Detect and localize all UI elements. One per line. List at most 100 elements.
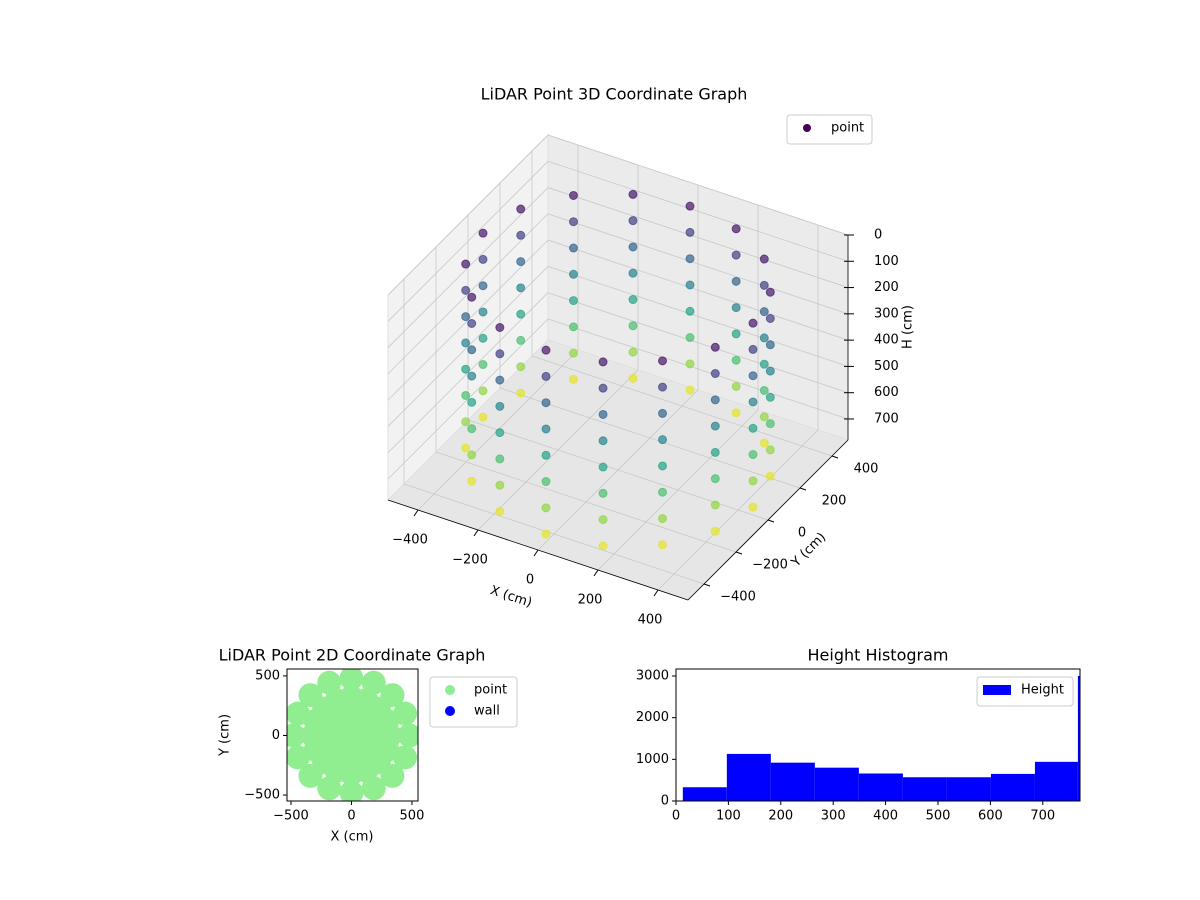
point: [765, 314, 775, 324]
y-tick-label: 2000: [636, 710, 669, 725]
x-axis-label: X (cm): [331, 830, 374, 845]
point: [765, 419, 775, 429]
point: [598, 357, 608, 367]
point: [397, 723, 418, 748]
point: [478, 333, 488, 343]
grid-line: [387, 160, 549, 322]
bar: [858, 773, 903, 801]
legend-marker: [983, 685, 1011, 695]
grid-line: [547, 213, 849, 315]
point: [759, 438, 769, 448]
grid-line: [531, 355, 833, 457]
x-tick-label: 0: [672, 809, 680, 824]
x-tick: [533, 549, 539, 557]
point: [541, 371, 551, 381]
point: [731, 355, 741, 365]
point: [658, 356, 668, 366]
point: [516, 283, 526, 293]
point: [541, 398, 551, 408]
point: [628, 268, 638, 278]
point: [628, 321, 638, 331]
y-tick-label: −400: [720, 590, 756, 605]
point: [461, 285, 471, 295]
point: [748, 371, 758, 381]
bar: [682, 787, 727, 801]
legend: Height: [976, 676, 1074, 707]
point: [759, 307, 769, 317]
point: [710, 369, 720, 379]
point: [748, 344, 758, 354]
point: [658, 514, 668, 524]
point: [685, 359, 695, 369]
bar: [770, 762, 815, 801]
point: [710, 447, 720, 457]
point: [598, 436, 608, 446]
grid-line: [547, 266, 849, 367]
point: [541, 529, 551, 539]
point: [568, 243, 578, 253]
point: [541, 477, 551, 487]
legend-label: wall: [474, 704, 500, 719]
x-tick: [473, 529, 479, 537]
point: [375, 738, 400, 763]
grid-line: [387, 134, 549, 296]
z-tick-label: 200: [874, 280, 899, 295]
point: [628, 295, 638, 305]
axis-line: [687, 439, 849, 601]
point: [478, 254, 488, 264]
point: [467, 345, 477, 355]
point: [731, 224, 741, 234]
bar: [726, 753, 771, 801]
point: [710, 395, 720, 405]
z-tick-label: 300: [874, 306, 899, 321]
point: [731, 250, 741, 260]
point: [478, 281, 488, 291]
point: [568, 322, 578, 332]
chart-title: LiDAR Point 2D Coordinate Graph: [219, 646, 486, 665]
y-tick-label: 500: [255, 668, 280, 683]
point: [658, 540, 668, 550]
point: [685, 280, 695, 290]
y-tick-label: 0: [798, 526, 806, 541]
point: [495, 401, 505, 411]
point: [467, 292, 477, 302]
point: [541, 424, 551, 434]
legend-marker: [803, 124, 811, 132]
y-tick: [799, 487, 807, 491]
legend-label: point: [474, 683, 507, 698]
x-tick-label: 700: [1030, 809, 1055, 824]
point: [731, 408, 741, 418]
point: [759, 359, 769, 369]
z-tick-label: 0: [874, 228, 882, 243]
point: [495, 349, 505, 359]
point: [759, 385, 769, 395]
point: [516, 362, 526, 372]
point: [467, 450, 477, 460]
x-tick-label: 200: [578, 593, 603, 608]
point: [339, 669, 364, 691]
axis-line: [387, 499, 689, 601]
point: [339, 780, 364, 801]
point: [541, 345, 551, 355]
y-axis-label: Y (cm): [218, 714, 233, 757]
point: [467, 319, 477, 329]
point: [748, 450, 758, 460]
grid-line: [435, 451, 737, 553]
x-tick-label: −200: [452, 553, 488, 568]
point: [759, 333, 769, 343]
point: [467, 476, 477, 486]
bar: [946, 777, 991, 801]
x-tick-label: 400: [638, 613, 663, 628]
point: [568, 374, 578, 384]
point: [731, 276, 741, 286]
y-tick-label: 3000: [636, 669, 669, 684]
point: [541, 450, 551, 460]
point: [628, 216, 638, 226]
point: [598, 488, 608, 498]
point: [516, 257, 526, 267]
point: [568, 296, 578, 306]
y-tick: [831, 455, 839, 459]
point: [478, 307, 488, 317]
plot-area: [287, 669, 418, 801]
